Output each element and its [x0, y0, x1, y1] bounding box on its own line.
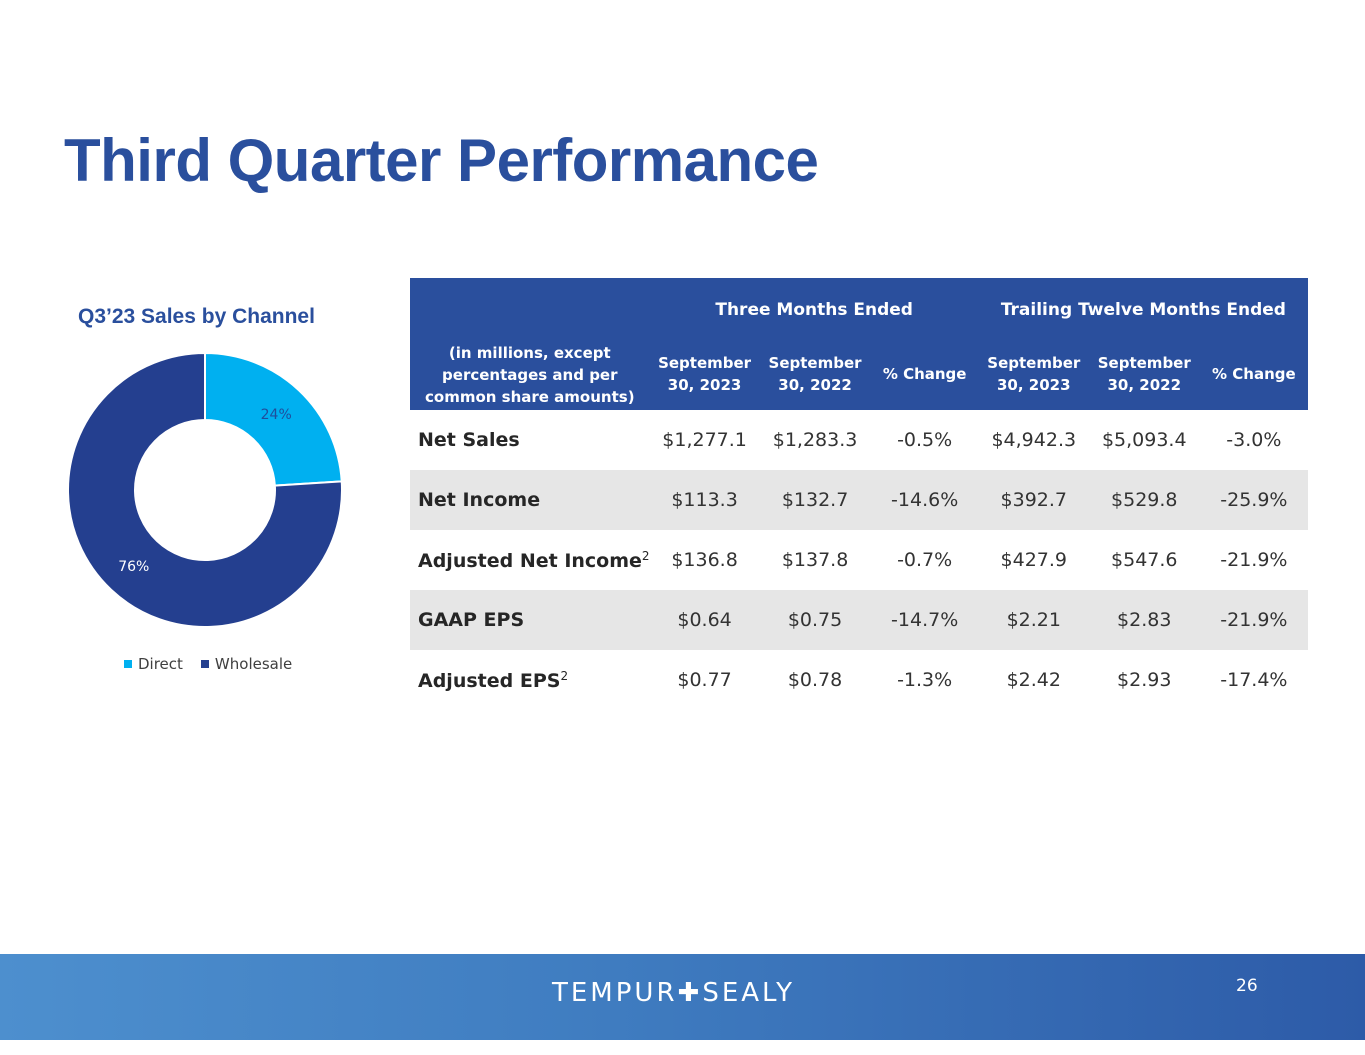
column-header: September 30, 2022	[1088, 340, 1200, 410]
row-label-text: GAAP EPS	[418, 609, 525, 631]
column-header: % Change	[1199, 340, 1308, 410]
table-cell: $0.75	[759, 590, 871, 650]
footnote-marker: 2	[560, 668, 569, 683]
table-cell: $0.64	[649, 590, 760, 650]
column-header: % Change	[870, 340, 979, 410]
page-title: Third Quarter Performance	[64, 127, 819, 194]
row-label: GAAP EPS	[410, 590, 650, 650]
table-cell: $1,283.3	[772, 429, 858, 451]
table-row: Net Income $113.3 $132.7 -14.6% $392.7 $529.8…	[410, 470, 1308, 530]
legend-item-direct: Direct	[124, 655, 183, 673]
logo-cross-icon: ✚	[677, 978, 703, 1008]
chart-legend: Direct Wholesale	[124, 655, 292, 673]
table-cell: $427.9	[1000, 549, 1068, 571]
row-label: Net Sales	[410, 410, 650, 470]
row-label-text: Net Sales	[418, 429, 520, 451]
column-header: September 30, 2023	[978, 340, 1089, 410]
column-header: September 30, 2023	[649, 340, 760, 410]
table-cell: -14.6%	[870, 470, 979, 530]
table-cell: $4,942.3	[991, 429, 1077, 451]
row-label: Adjusted EPS2	[410, 650, 650, 710]
donut-slice-wholesale	[67, 351, 343, 628]
table-cell: -21.9%	[1199, 590, 1308, 650]
table-cell: $2.83	[1088, 590, 1200, 650]
table-cell: $2.21	[978, 590, 1089, 650]
logo-text-left: TEMPUR	[552, 978, 678, 1008]
row-label: Net Income	[410, 470, 650, 530]
table-cell: -3.0%	[1226, 429, 1282, 451]
column-header: September 30, 2022	[759, 340, 871, 410]
legend-swatch-direct	[124, 660, 132, 668]
financial-table: Three Months Ended Trailing Twelve Month…	[410, 278, 1308, 710]
table-cell: $2.93	[1117, 669, 1172, 691]
legend-item-wholesale: Wholesale	[200, 655, 293, 673]
table-cell: -25.9%	[1199, 470, 1308, 530]
table-cell: -1.3%	[897, 669, 953, 691]
row-label-text: Net Income	[418, 489, 541, 511]
table-cell: $132.7	[759, 470, 871, 530]
table-cell: $113.3	[649, 470, 760, 530]
row-header-note: (in millions, except percentages and per…	[410, 340, 650, 410]
table-cell: -0.7%	[897, 549, 953, 571]
donut-chart: 24% 76%	[67, 351, 343, 628]
page-number: 26	[1236, 976, 1258, 996]
table-cell: -17.4%	[1220, 669, 1288, 691]
trailing-twelve-months-header: Trailing Twelve Months Ended	[978, 278, 1308, 340]
table-group-header-row: Three Months Ended Trailing Twelve Month…	[410, 278, 1308, 340]
data-label-wholesale: 76%	[118, 559, 149, 575]
three-months-header: Three Months Ended	[649, 278, 979, 340]
row-label-text: Adjusted Net Income	[418, 549, 642, 572]
legend-swatch-wholesale	[200, 660, 209, 668]
table-row: Adjusted EPS2 $0.77 $0.78 -1.3% $2.42 $2.93 -1…	[410, 650, 1308, 710]
footer-bar: TEMPUR✚SEALY 26	[0, 954, 1365, 1040]
table-row: GAAP EPS $0.64 $0.75 -14.7% $2.21 $2.83 -21.9%	[410, 590, 1308, 650]
data-label-direct: 24%	[261, 407, 292, 423]
row-label: Adjusted Net Income2	[410, 530, 650, 590]
table-cell: $392.7	[978, 470, 1089, 530]
table-cell: $5,093.4	[1101, 429, 1187, 451]
table-cell: $547.6	[1111, 549, 1178, 571]
table-cell: $0.78	[787, 669, 843, 691]
legend-label-direct: Direct	[138, 655, 183, 673]
table-row: Net Sales $1,277.1 $1,283.3 -0.5% $4,942.3 $5…	[410, 410, 1308, 470]
table-cell: $529.8	[1088, 470, 1200, 530]
table-body: Net Sales $1,277.1 $1,283.3 -0.5% $4,942.3 $5…	[410, 410, 1308, 710]
table-cell: -21.9%	[1220, 549, 1288, 571]
row-label-text: Adjusted EPS	[418, 669, 561, 692]
donut-slice-direct	[204, 351, 343, 487]
table-cell: $136.8	[671, 549, 738, 571]
table-cell: -0.5%	[897, 429, 953, 451]
footnote-marker: 2	[641, 548, 650, 563]
table-row: Adjusted Net Income2 $136.8 $137.8 -0.7% $42…	[410, 530, 1308, 590]
logo-text-right: SEALY	[702, 978, 795, 1008]
table-cell: $1,277.1	[662, 429, 747, 451]
table-corner-cell	[410, 278, 650, 340]
table-cell: -14.7%	[870, 590, 979, 650]
legend-label-wholesale: Wholesale	[214, 655, 293, 673]
table-column-header-row: (in millions, except percentages and per…	[410, 340, 1308, 410]
table-cell: $137.8	[781, 549, 849, 571]
tempur-sealy-logo: TEMPUR✚SEALY	[552, 978, 795, 1008]
table-cell: $2.42	[1006, 669, 1061, 691]
table-cell: $0.77	[677, 669, 732, 691]
chart-title: Q3’23 Sales by Channel	[78, 305, 315, 328]
